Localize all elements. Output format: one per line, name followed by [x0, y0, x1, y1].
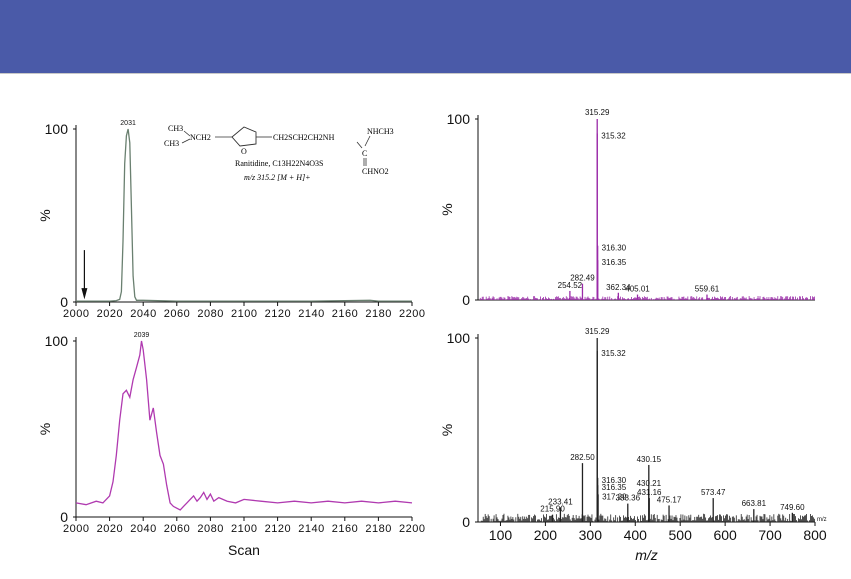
- bottom-left-xlabel: Scan: [228, 542, 260, 558]
- bottom-right-xtick-label: 600: [713, 527, 737, 543]
- bottom-left-ytick-label: 100: [45, 333, 69, 349]
- top-left-xtick-label: 2040: [130, 308, 156, 320]
- top-left-peak-label: 2031: [120, 120, 136, 127]
- struct-ch3-top: CH3: [168, 124, 183, 133]
- figure-svg: CH3 CH3 NCH2 O CH2SCH2CH2NH NHCH3 C CHNO…: [37, 108, 827, 563]
- bottom-right-peak-label: 749.60: [780, 503, 805, 512]
- bottom-right-xtick-label: 100: [489, 527, 513, 543]
- struct-nch2: NCH2: [190, 133, 211, 142]
- struct-bond-2: [181, 138, 191, 144]
- bottom-right-xtick-label: 300: [579, 527, 603, 543]
- bottom-left-series-line: [75, 340, 413, 511]
- top-left-xtick-label: 2160: [332, 308, 358, 320]
- bottom-right-peak-label: 430.15: [637, 455, 662, 464]
- top-right-peak-label: 559.61: [695, 285, 720, 294]
- bottom-right-xtick-label: 200: [534, 527, 558, 543]
- bottom-left-xtick-label: 2180: [365, 523, 391, 535]
- bottom-right-xtick-label: 500: [669, 527, 693, 543]
- struct-bond-5: [356, 141, 363, 149]
- bottom-left-ytick-label: 0: [60, 509, 68, 525]
- struct-chain: CH2SCH2CH2NH: [273, 133, 335, 142]
- bottom-left-xtick-label: 2100: [231, 523, 257, 535]
- figure-frame: CH3 CH3 NCH2 O CH2SCH2CH2NH NHCH3 C CHNO…: [0, 73, 851, 579]
- struct-caption2: m/z 315.2 [M + H]+: [244, 173, 311, 182]
- bottom-left-xtick-label: 2080: [197, 523, 223, 535]
- top-left-xtick-label: 2100: [231, 308, 257, 320]
- top-left-series-line: [76, 128, 412, 302]
- bottom-right-peak-label: 282.50: [570, 453, 595, 462]
- top-left-ylabel: %: [37, 209, 53, 221]
- ranitidine-structure: CH3 CH3 NCH2 O CH2SCH2CH2NH NHCH3 C CHNO…: [164, 124, 394, 182]
- top-left-xtick-label: 2080: [197, 308, 223, 320]
- top-left-xtick-label: 2000: [63, 308, 89, 320]
- top-right-peak-label: 254.52: [558, 281, 583, 290]
- top-right-peak-label: 316.35: [602, 258, 627, 267]
- bottom-right-peak-label: 315.32: [601, 349, 626, 358]
- top-left-ytick-label: 0: [60, 294, 68, 310]
- top-right-ytick-label: 100: [447, 111, 471, 127]
- bottom-right-peak-label: 233.41: [548, 497, 573, 506]
- bottom-right-peak-label: 383.36: [616, 494, 641, 503]
- furan-ring-icon: [231, 126, 257, 147]
- struct-c: C: [362, 149, 367, 158]
- bottom-right-peak-label: 316.35: [602, 483, 627, 492]
- bottom-right-xtick-label: 700: [758, 527, 782, 543]
- bottom-right-ylabel: %: [439, 424, 455, 436]
- top-right-ytick-label: 0: [462, 292, 470, 308]
- top-left-xtick-label: 2120: [265, 308, 291, 320]
- top-left-xtick-label: 2140: [298, 308, 324, 320]
- header-banner: [0, 0, 851, 73]
- bottom-right-peak-label: 430.21: [637, 479, 662, 488]
- struct-o: O: [241, 147, 247, 156]
- bottom-right-peak-label: 315.29: [585, 327, 610, 336]
- bottom-left-peak-label: 2039: [134, 332, 150, 339]
- bottom-left-xtick-label: 2040: [130, 523, 156, 535]
- bottom-right-peak-label: 215.90: [540, 505, 565, 514]
- bottom-left-xtick-label: 2000: [63, 523, 89, 535]
- struct-chno2: CHNO2: [362, 167, 389, 176]
- top-right-peak-label: 405.01: [625, 285, 650, 294]
- top-right-peak-label: 316.30: [602, 244, 627, 253]
- top-right-ylabel: %: [439, 203, 455, 215]
- bottom-left-xtick-label: 2060: [164, 523, 190, 535]
- top-left-ytick-label: 100: [45, 121, 69, 137]
- bottom-left-xtick-label: 2200: [399, 523, 425, 535]
- bottom-left-ylabel: %: [37, 423, 53, 435]
- bottom-right-peak-label: 316.30: [602, 476, 627, 485]
- struct-bond-6: [364, 135, 371, 147]
- bottom-right-ytick-label: 0: [462, 514, 470, 530]
- bottom-right-peak-label: 317.29: [602, 492, 627, 501]
- bottom-right-xtick-label: 400: [624, 527, 648, 543]
- bottom-right-xtick-label: 800: [803, 527, 827, 543]
- bottom-left-xtick-label: 2020: [97, 523, 123, 535]
- struct-ch3-bottom: CH3: [164, 139, 179, 148]
- bottom-left-xtick-label: 2160: [332, 523, 358, 535]
- top-left-xtick-label: 2180: [365, 308, 391, 320]
- bottom-right-peak-label: 663.81: [742, 499, 767, 508]
- struct-bond-1: [183, 130, 191, 137]
- top-left-xtick-label: 2020: [97, 308, 123, 320]
- top-right-peak-label: 315.29: [585, 108, 610, 117]
- bottom-right-peak-label: 573.47: [701, 488, 726, 497]
- bottom-left-xtick-label: 2140: [298, 523, 324, 535]
- top-left-xtick-label: 2060: [164, 308, 190, 320]
- bottom-right-peak-label: 431.16: [637, 488, 662, 497]
- top-right-peak-label: 315.32: [601, 131, 626, 140]
- top-left-arrow-head-icon: [81, 288, 88, 300]
- struct-nhch3: NHCH3: [367, 127, 394, 136]
- top-right-peak-label: 282.49: [570, 274, 595, 283]
- bottom-right-xlabel: m/z: [635, 547, 658, 563]
- bottom-right-axis-unit: m/z: [817, 517, 827, 523]
- bottom-right-ytick-label: 100: [447, 330, 471, 346]
- bottom-right-peak-label: 475.17: [657, 495, 682, 504]
- struct-caption1: Ranitidine, C13H22N4O3S: [235, 159, 323, 168]
- top-right-peak-label: 362.34: [606, 283, 631, 292]
- top-left-xtick-label: 2200: [399, 308, 425, 320]
- bottom-left-xtick-label: 2120: [265, 523, 291, 535]
